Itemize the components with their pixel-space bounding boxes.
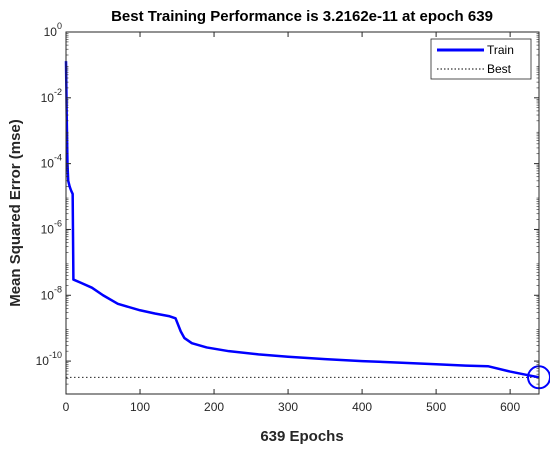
tick-layer: 0 100 200 300 400 500 600 100 10-2 10-4 10-6 10-8 10… (36, 21, 539, 414)
y-tick-label: 10-2 (41, 87, 62, 105)
train-series-line (64, 61, 540, 379)
plot-area (66, 32, 539, 394)
legend-train-label: Train (487, 43, 514, 57)
chart-title: Best Training Performance is 3.2162e-11 … (111, 8, 493, 25)
legend: Train Best (430, 38, 532, 80)
x-tick-label: 500 (426, 400, 446, 414)
x-tick-label: 0 (63, 400, 70, 414)
x-tick-label: 300 (278, 400, 298, 414)
y-tick-label: 10-8 (41, 284, 62, 302)
legend-box (430, 38, 532, 80)
x-tick-label: 600 (500, 400, 520, 414)
y-tick-label: 10-10 (36, 350, 62, 368)
legend-best-label: Best (487, 62, 512, 76)
y-tick-label: 100 (44, 21, 62, 39)
plot-frame (65, 31, 540, 395)
x-tick-label: 200 (204, 400, 224, 414)
x-tick-label: 100 (130, 400, 150, 414)
x-tick-label: 400 (352, 400, 372, 414)
y-axis-label: Mean Squared Error (mse) (7, 119, 24, 307)
y-tick-label: 10-6 (41, 218, 62, 236)
y-tick-label: 10-4 (41, 153, 62, 171)
x-axis-label: 639 Epochs (260, 428, 343, 445)
